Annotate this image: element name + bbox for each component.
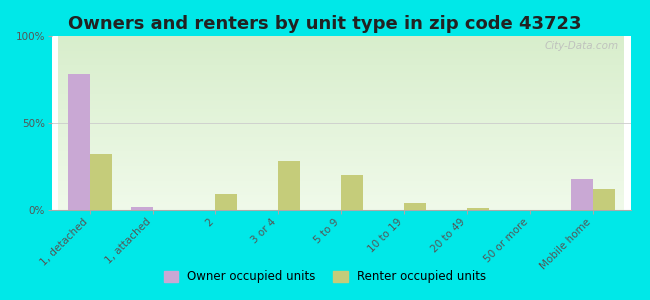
Bar: [90, 154, 112, 210]
Bar: [131, 206, 153, 210]
Bar: [593, 189, 615, 210]
Bar: [216, 194, 237, 210]
Bar: [278, 161, 300, 210]
Legend: Owner occupied units, Renter occupied units: Owner occupied units, Renter occupied un…: [159, 266, 491, 288]
Bar: [341, 175, 363, 210]
Text: City-Data.com: City-Data.com: [545, 41, 619, 51]
Text: Owners and renters by unit type in zip code 43723: Owners and renters by unit type in zip c…: [68, 15, 582, 33]
Bar: [404, 203, 426, 210]
Bar: [571, 179, 593, 210]
Bar: [68, 74, 90, 210]
Bar: [467, 208, 489, 210]
